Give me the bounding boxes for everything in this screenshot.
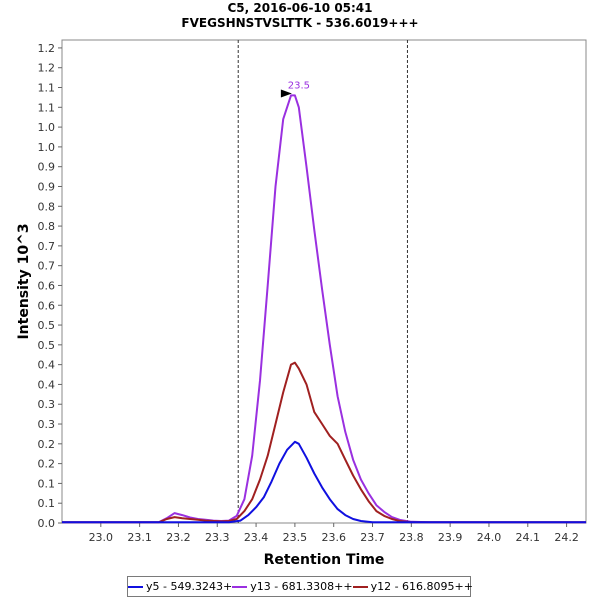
series-line-y12 bbox=[62, 361, 586, 524]
x-tick-label: 23.8 bbox=[399, 531, 424, 544]
legend-item[interactable]: y12 - 616.8095++ bbox=[352, 580, 473, 593]
legend-label: y13 - 681.3308++ bbox=[250, 580, 353, 593]
y-tick-label: 0.8 bbox=[38, 200, 56, 213]
x-tick-label: 23.5 bbox=[283, 531, 308, 544]
y-axis-label: Intensity 10^3 bbox=[16, 223, 32, 339]
legend-item[interactable]: y5 - 549.3243+ bbox=[128, 580, 232, 593]
peak-marker-arrow bbox=[280, 89, 292, 98]
y-tick-label: 1.1 bbox=[38, 101, 56, 114]
y-tick-label: 0.9 bbox=[38, 180, 56, 193]
y-tick-label: 1.2 bbox=[38, 42, 56, 55]
chart-legend: y5 - 549.3243+ y13 - 681.3308++ y12 - 616.… bbox=[127, 576, 473, 597]
y-tick-label: 0.1 bbox=[38, 497, 56, 510]
y-tick-label: 0.5 bbox=[38, 339, 56, 352]
y-tick-label: 0.2 bbox=[38, 458, 56, 471]
x-tick-label: 23.3 bbox=[205, 531, 230, 544]
plot-area bbox=[61, 39, 587, 524]
legend-item[interactable]: y13 - 681.3308++ bbox=[232, 580, 353, 593]
peak-annotation-label: 23.5 bbox=[288, 80, 310, 91]
x-tick-label: 24.1 bbox=[516, 531, 541, 544]
y-tick-label: 0.3 bbox=[38, 418, 56, 431]
y-tick-label: 0.4 bbox=[38, 378, 56, 391]
legend-label: y12 - 616.8095++ bbox=[370, 580, 473, 593]
y-tick-label: 0.6 bbox=[38, 299, 56, 312]
chart-subtitle: FVEGSHNSTVSLTTK - 536.6019+++ bbox=[181, 16, 419, 30]
x-tick-label: 23.4 bbox=[244, 531, 269, 544]
y-tick-label: 0.3 bbox=[38, 398, 56, 411]
x-tick-label: 23.1 bbox=[127, 531, 152, 544]
y-tick-label: 0.7 bbox=[38, 260, 56, 273]
legend-swatch bbox=[352, 585, 368, 588]
x-tick-label: 23.7 bbox=[360, 531, 385, 544]
y-tick-label: 1.0 bbox=[38, 141, 56, 154]
x-tick-label: 23.6 bbox=[321, 531, 346, 544]
y-tick-label: 0.4 bbox=[38, 359, 56, 372]
y-tick-label: 0.7 bbox=[38, 240, 56, 253]
series-line-y5 bbox=[62, 440, 586, 524]
y-tick-label: 0.8 bbox=[38, 220, 56, 233]
legend-swatch bbox=[232, 585, 248, 588]
x-tick-label: 23.0 bbox=[89, 531, 114, 544]
y-tick-label: 1.2 bbox=[38, 62, 56, 75]
x-tick-label: 23.9 bbox=[438, 531, 463, 544]
chromatogram-plot[interactable]: 0.0 0.1 0.1 0.2 0.2 0.3 0.3 0.4 0.4 0.5 0.5 0.6 0.6 0… bbox=[0, 0, 600, 575]
y-tick-label: 1.1 bbox=[38, 82, 56, 95]
y-tick-label: 0.5 bbox=[38, 319, 56, 332]
y-tick-label: 0.1 bbox=[38, 477, 56, 490]
x-tick-label: 23.2 bbox=[166, 531, 191, 544]
y-tick-label: 1.0 bbox=[38, 121, 56, 134]
x-tick-label: 24.0 bbox=[477, 531, 502, 544]
y-tick-label: 0.9 bbox=[38, 161, 56, 174]
y-tick-label: 0.6 bbox=[38, 279, 56, 292]
x-axis-label: Retention Time bbox=[264, 552, 385, 568]
legend-label: y5 - 549.3243+ bbox=[146, 580, 233, 593]
x-tick-label: 24.2 bbox=[554, 531, 579, 544]
y-tick-label: 0.2 bbox=[38, 438, 56, 451]
y-tick-label: 0.0 bbox=[38, 517, 56, 530]
legend-swatch bbox=[128, 585, 143, 588]
chart-title: C5, 2016-06-10 05:41 bbox=[227, 1, 373, 15]
